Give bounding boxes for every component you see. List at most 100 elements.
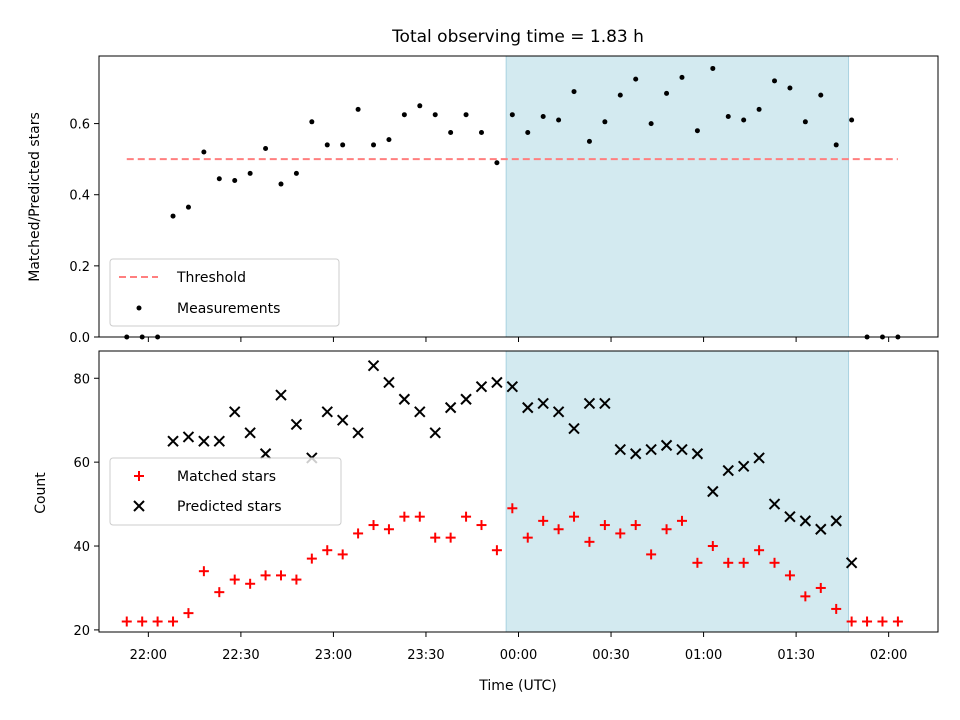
legend-predicted-label: Predicted stars [177, 499, 282, 515]
measurement-point [725, 113, 731, 119]
matched-star-point [445, 532, 456, 543]
ratio-panel: 0.0 0.2 0.4 0.6 Matched/Predicted stars Thr… [27, 55, 939, 346]
cross-stroke [444, 401, 457, 414]
matched-star-point [291, 574, 302, 585]
cross-stroke [830, 515, 842, 527]
cross-stroke [660, 439, 673, 452]
count-y-tick-label: 60 [73, 456, 90, 471]
matched-star-point [784, 570, 795, 581]
cross-stroke [491, 376, 503, 389]
matched-star-point [615, 528, 626, 539]
measurement-point [772, 78, 778, 84]
cross-stroke [815, 523, 827, 535]
matched-star-point [152, 616, 163, 627]
predicted-star-point [522, 401, 534, 414]
predicted-star-point [414, 406, 426, 418]
cross-stroke [213, 435, 226, 447]
matched-star-point [676, 515, 687, 526]
cross-stroke [367, 359, 380, 372]
measurement-point [664, 90, 670, 96]
cross-stroke [768, 498, 781, 510]
matched-star-point [430, 532, 441, 543]
count-x-tick-label: 00:00 [500, 648, 537, 663]
legend-predicted-swatch [133, 500, 145, 512]
matched-star-point [661, 524, 672, 535]
matched-star-point [630, 520, 641, 531]
predicted-star-point [753, 452, 765, 464]
cross-stroke [645, 443, 657, 456]
matched-star-point [229, 574, 240, 585]
matched-star-point [522, 532, 533, 543]
matched-star-point [275, 570, 286, 581]
count-x-tick-label: 22:30 [222, 648, 259, 663]
ratio-legend: Threshold Measurements [109, 258, 340, 327]
cross-stroke [429, 427, 441, 439]
cross-stroke [522, 401, 534, 414]
measurement-point [849, 117, 855, 123]
measurement-point [263, 145, 269, 151]
cross-stroke [133, 500, 145, 512]
chart-title: Total observing time = 1.83 h [391, 27, 644, 47]
predicted-star-point [367, 359, 380, 372]
count-x-tick-label: 22:00 [130, 648, 167, 663]
measurement-point [170, 213, 176, 219]
predicted-star-point [537, 397, 549, 410]
measurement-point [756, 106, 762, 112]
matched-star-point [368, 520, 379, 531]
matched-star-point [260, 570, 271, 581]
matched-star-point [121, 616, 132, 627]
predicted-star-point [198, 435, 210, 447]
matched-star-point [815, 582, 826, 593]
cross-stroke [753, 452, 765, 464]
matched-star-point [892, 616, 903, 627]
predicted-star-point [213, 435, 226, 447]
matched-star-point [569, 511, 580, 522]
matched-star-point [414, 511, 425, 522]
measurement-point [371, 142, 377, 148]
predicted-star-point [568, 422, 580, 435]
cross-stroke [691, 448, 704, 460]
legend-cross-marker [133, 500, 145, 512]
measurement-point [509, 112, 515, 118]
predicted-star-point [429, 427, 441, 439]
legend-matched-swatch [134, 471, 144, 481]
matched-star-point [862, 616, 873, 627]
matched-star-point [198, 566, 209, 577]
cross-stroke [676, 443, 688, 456]
predicted-star-point [799, 515, 812, 527]
ratio-y-tick-label: 0.0 [69, 331, 90, 346]
matched-star-point [322, 545, 333, 556]
count-y-tick-label: 80 [73, 372, 90, 387]
predicted-star-point [506, 380, 519, 393]
ratio-y-tick-label: 0.2 [69, 260, 90, 275]
measurement-point [787, 85, 793, 91]
predicted-star-point [491, 376, 503, 389]
predicted-star-point [290, 418, 303, 431]
measurement-point [741, 117, 747, 123]
predicted-star-point [182, 431, 195, 443]
predicted-star-point [383, 376, 395, 389]
measurement-point [293, 170, 299, 176]
matched-star-point [337, 549, 348, 560]
matched-star-point [399, 511, 410, 522]
predicted-star-point [167, 435, 179, 447]
cross-stroke [630, 448, 642, 460]
cross-stroke [583, 397, 596, 410]
matched-star-point [738, 557, 749, 568]
predicted-star-point [645, 443, 657, 456]
matched-star-point [599, 520, 610, 531]
matched-star-point [538, 515, 549, 526]
predicted-star-point [244, 427, 256, 439]
cross-stroke [614, 443, 626, 456]
cross-stroke [568, 422, 580, 435]
count-y-ticks: 20 40 60 80 [73, 372, 99, 639]
measurement-point [802, 119, 808, 125]
measurement-point [201, 149, 207, 155]
measurement-point [417, 103, 423, 109]
matched-star-point [877, 616, 888, 627]
measurement-point [571, 89, 577, 95]
predicted-star-point [321, 406, 333, 418]
measurement-point [556, 117, 562, 123]
predicted-star-point [676, 443, 688, 456]
predicted-star-point [784, 510, 796, 523]
